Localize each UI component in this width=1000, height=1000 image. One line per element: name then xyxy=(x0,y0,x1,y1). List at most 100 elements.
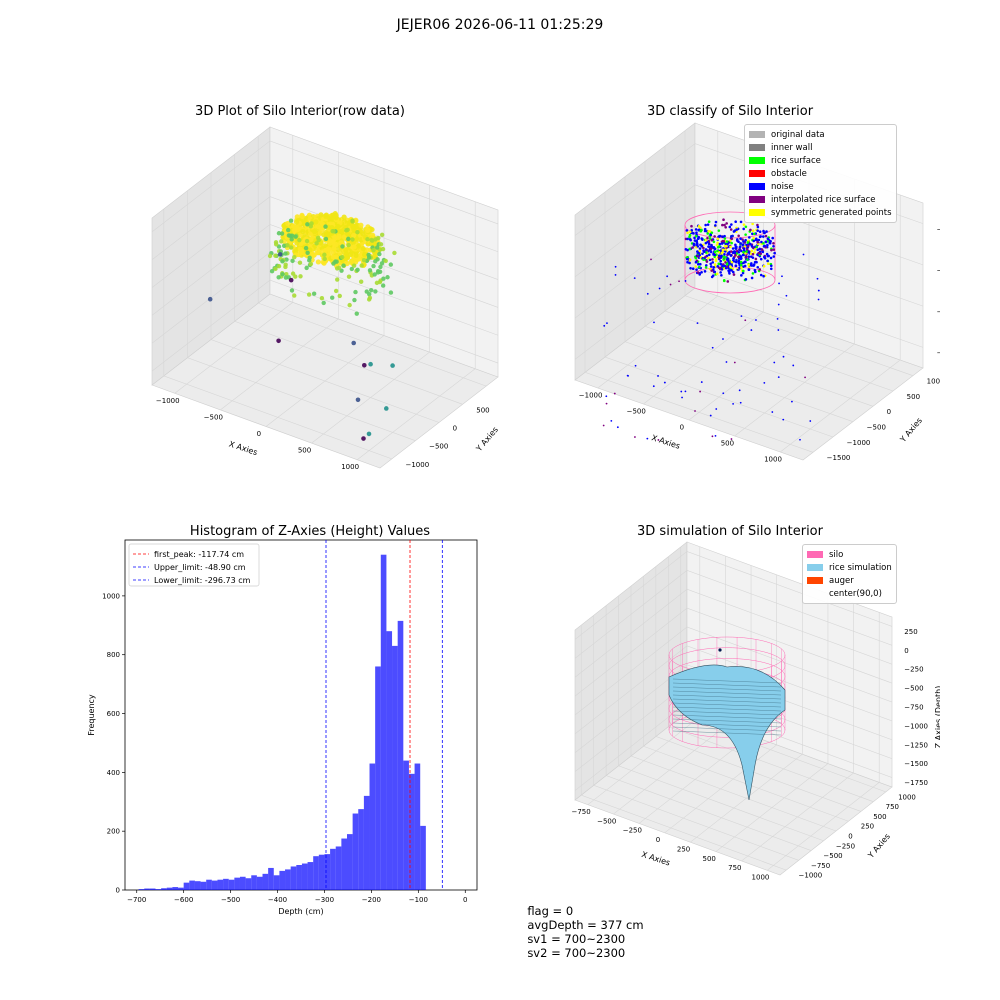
cls-point xyxy=(718,242,722,246)
cls-point xyxy=(753,248,757,251)
sim-x-tick: 500 xyxy=(703,855,716,863)
raw-point xyxy=(304,265,309,271)
cls-point xyxy=(710,269,713,272)
cls-point xyxy=(719,259,723,263)
cls-point xyxy=(719,249,723,252)
cls-point xyxy=(689,266,692,270)
raw-x-tick: −500 xyxy=(204,413,223,421)
cls-point xyxy=(716,264,720,268)
cls-noise-point xyxy=(802,253,805,256)
histogram-bar xyxy=(166,887,173,890)
cls-point xyxy=(704,248,708,251)
y-axis-label: Frequency xyxy=(87,694,96,736)
histogram-bar xyxy=(313,856,319,890)
cls-point xyxy=(706,232,710,235)
cls-point xyxy=(739,220,743,224)
cls-point xyxy=(766,243,769,247)
legend-label: center(90,0) xyxy=(829,588,882,599)
cls-noise-point xyxy=(657,375,659,377)
cls-point xyxy=(722,279,726,283)
raw-point xyxy=(303,245,309,251)
cls-point xyxy=(723,244,727,248)
y-tick-label: 400 xyxy=(107,769,120,777)
cls-point xyxy=(742,250,745,254)
raw-point xyxy=(300,239,307,245)
avg-depth-text: avgDepth = 377 cm xyxy=(527,918,644,932)
raw-grid-y xyxy=(234,154,463,405)
x-tick-label: −600 xyxy=(174,896,193,904)
cls-point xyxy=(763,231,766,235)
cls-point xyxy=(740,266,743,270)
cls-point xyxy=(720,273,723,277)
raw-point xyxy=(285,243,290,248)
sim-grid-x xyxy=(767,612,880,871)
cls-point xyxy=(745,250,748,253)
raw-point xyxy=(374,280,380,286)
status-footer: flag = 0 avgDepth = 377 cm sv1 = 700~230… xyxy=(520,890,658,960)
sim-z-tick: −1500 xyxy=(904,760,928,768)
raw-point xyxy=(367,295,373,301)
legend-label: silo xyxy=(829,549,844,560)
legend-entry: auger xyxy=(807,574,892,587)
cls-point xyxy=(707,245,710,248)
cls-point xyxy=(702,246,705,250)
raw-point xyxy=(298,274,303,279)
raw-point xyxy=(285,227,291,233)
raw-point xyxy=(277,252,283,257)
sim-y-label: Y Axies xyxy=(866,832,892,861)
legend-swatch xyxy=(749,157,765,164)
legend-label: symmetric generated points xyxy=(771,207,892,218)
cls-point xyxy=(703,229,707,233)
raw-point xyxy=(340,254,345,260)
raw-grid-x xyxy=(357,201,476,460)
sim-z-tick: −1750 xyxy=(904,779,928,787)
cls-point xyxy=(772,248,776,251)
cls-noise-point xyxy=(606,322,608,325)
cls-point xyxy=(688,233,692,237)
cls-point xyxy=(708,267,712,271)
raw-y-tick: 500 xyxy=(476,406,489,414)
raw-point xyxy=(289,288,295,293)
cls-grid-x xyxy=(597,131,719,389)
cls-noise-point xyxy=(681,396,683,399)
legend-swatch xyxy=(749,144,765,151)
raw-point xyxy=(353,259,359,265)
raw-point xyxy=(375,257,380,262)
histogram-bar xyxy=(206,879,212,890)
raw-point xyxy=(360,246,366,252)
raw-point xyxy=(276,338,281,344)
cls-point xyxy=(686,231,689,235)
legend-swatch xyxy=(807,590,823,597)
sim-center-marker xyxy=(718,648,722,652)
cls-point xyxy=(686,260,689,264)
cls-noise-point xyxy=(715,408,718,410)
cls-point xyxy=(747,263,750,267)
cls-point xyxy=(688,237,692,241)
cls-point xyxy=(698,253,701,257)
cls-point xyxy=(716,249,719,253)
cls-point xyxy=(709,250,713,254)
cls-point xyxy=(705,260,709,263)
cls-point xyxy=(730,260,734,264)
sim-z-tick: −750 xyxy=(904,704,923,712)
cls-point xyxy=(725,240,729,243)
cls-x-tick: −500 xyxy=(627,408,646,416)
cls-point xyxy=(753,251,756,254)
raw-point xyxy=(327,216,333,222)
cls-point xyxy=(744,255,748,259)
raw-point xyxy=(369,237,374,243)
sim-y-tick: 1000 xyxy=(898,793,916,801)
cls-noise-point xyxy=(782,355,785,358)
raw-point xyxy=(385,275,390,280)
cls-point xyxy=(712,240,716,244)
histogram-bar xyxy=(380,554,387,890)
legend-entry: center(90,0) xyxy=(807,587,892,600)
cls-point xyxy=(741,238,744,241)
cls-point xyxy=(731,247,735,250)
x-tick-label: −100 xyxy=(409,896,428,904)
cls-noise-point xyxy=(776,318,779,320)
cls-point xyxy=(750,264,754,267)
sim-x-label: X Axies xyxy=(640,850,671,868)
cls-point xyxy=(737,261,741,265)
